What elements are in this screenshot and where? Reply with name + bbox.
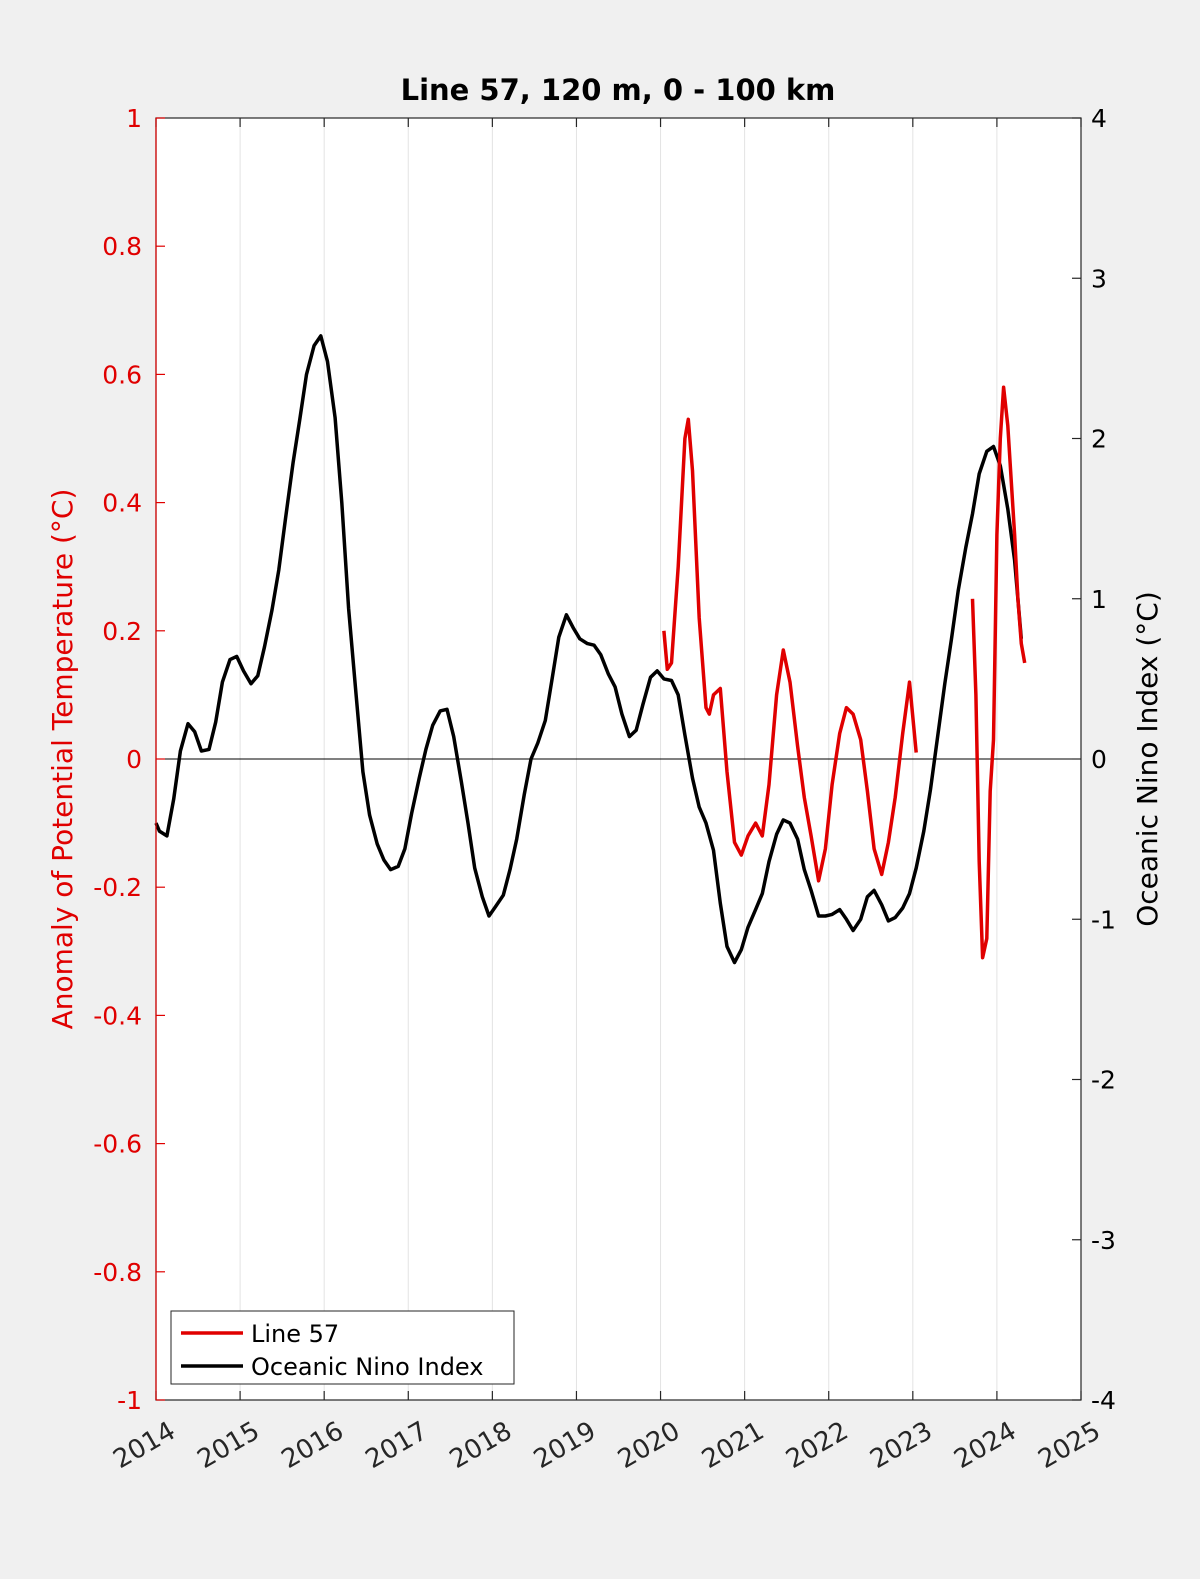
legend: Line 57 Oceanic Nino Index [170,1310,515,1385]
y-right-tick-label: -4 [1091,1386,1116,1415]
y-right-tick-label: -1 [1091,905,1116,934]
legend-line57-label: Line 57 [251,1320,339,1348]
y-left-tick-label: -0.8 [93,1258,142,1287]
y-left-tick-label: -0.4 [93,1001,142,1030]
legend-box [170,1310,515,1385]
y-left-tick-label: 0.4 [102,489,142,518]
y-right-tick-label: 4 [1091,104,1107,133]
y-right-tick-label: 0 [1091,745,1107,774]
y-left-tick-label: 0 [126,745,142,774]
y-right-tick-label: 2 [1091,425,1107,454]
y-right-tick-label: 3 [1091,264,1107,293]
y-left-tick-label: 0.8 [102,232,142,261]
series-line-line-57-segment-1 [662,417,918,883]
series-line-line-57-segment-2 [970,385,1027,960]
series-layer [154,334,1027,965]
y-right-tick-label: -2 [1091,1066,1116,1095]
y-right-tick-label: 1 [1091,585,1107,614]
y-right-tick-label: -3 [1091,1226,1116,1255]
y-axis-left-label: Anomaly of Potential Temperature (°C) [46,489,79,1030]
y-left-tick-label: 1 [126,104,142,133]
legend-oni-label: Oceanic Nino Index [251,1353,483,1381]
y-axis-right: -4 -3 -2 -1 0 1 2 3 4 [1072,104,1116,1415]
y-left-tick-label: 0.2 [102,617,142,646]
series-line-oceanic-nino-index [154,334,1024,965]
y-left-tick-label: -0.2 [93,873,142,902]
y-left-tick-label: -0.6 [93,1130,142,1159]
y-axis-right-label: Oceanic Nino Index (°C) [1131,591,1164,927]
chart-title: Line 57, 120 m, 0 - 100 km [401,73,836,107]
y-left-tick-label: 0.6 [102,360,142,389]
y-left-tick-label: -1 [117,1386,142,1415]
y-axis-left: -1 -0.8 -0.6 -0.4 -0.2 0 0.2 0.4 0.6 0.8 1 [93,104,165,1415]
